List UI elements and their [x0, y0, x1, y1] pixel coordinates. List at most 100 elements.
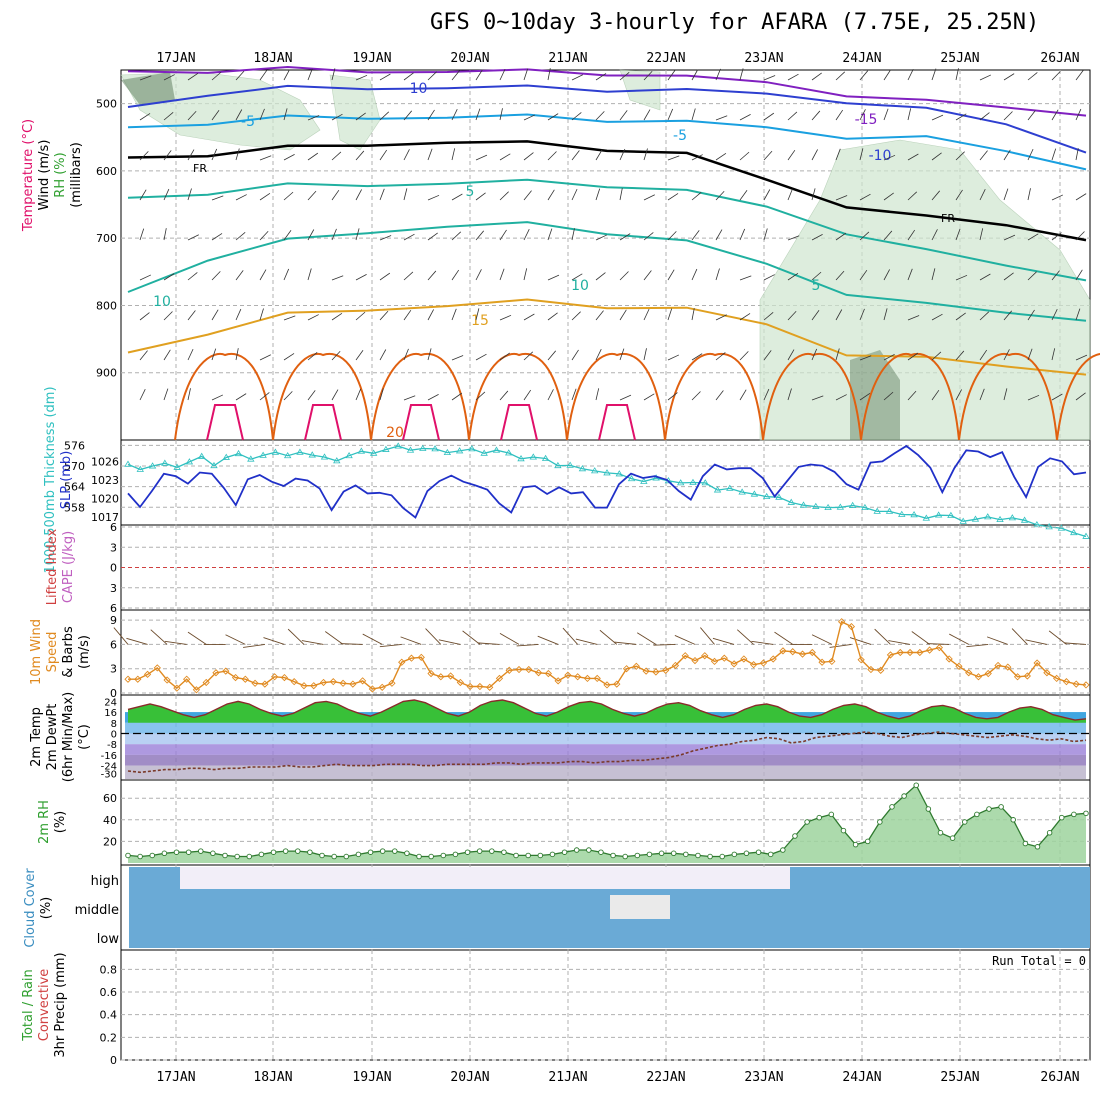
axis-label: Temperature (°C): [21, 119, 36, 232]
wind10-point: [1062, 678, 1071, 686]
wind10-point: [622, 665, 631, 673]
wind10-point: [613, 680, 621, 688]
wind-barb: [475, 69, 483, 81]
wind-barb: [811, 395, 824, 401]
wind-barb: [907, 191, 918, 201]
wind-barb: [763, 350, 772, 361]
rh-point: [513, 852, 519, 859]
thickness-point: [283, 451, 292, 459]
wind10-point: [886, 651, 895, 659]
wind-barb: [499, 108, 503, 121]
wind-barb: [763, 189, 771, 201]
axis-label: Speed: [45, 632, 60, 673]
wind-barb: [1027, 394, 1040, 401]
wind-barb: [259, 192, 271, 201]
wind-barb: [427, 309, 434, 321]
wind10-barb: [362, 633, 383, 645]
rh-point: [974, 811, 980, 818]
wind-barb: [235, 148, 240, 161]
rh-point: [501, 849, 507, 855]
rh-tick: 60: [103, 792, 117, 805]
wind-barb: [955, 68, 959, 81]
wind-barb: [643, 308, 650, 321]
rh-point: [949, 835, 956, 841]
rh-point: [780, 847, 786, 853]
wind10-barb: [287, 628, 305, 645]
wind-barb: [667, 392, 678, 401]
wind-barb: [667, 193, 679, 201]
wind10-barb: [516, 643, 539, 647]
axis-label: Cloud Cover: [23, 868, 38, 948]
wind-barb: [379, 111, 390, 121]
wind-barb: [811, 348, 818, 361]
wind10-point: [437, 673, 445, 681]
wind-barb: [475, 108, 481, 121]
wind-barb: [187, 149, 195, 161]
wind10-point: [124, 675, 132, 683]
rh-point: [1010, 817, 1016, 823]
wind10-point: [398, 658, 406, 666]
wind-barb: [1075, 308, 1081, 321]
rh-point: [246, 853, 253, 860]
wind10-point: [857, 656, 865, 664]
wind-barb: [979, 349, 988, 361]
wind10-point: [1082, 681, 1090, 689]
thickness-point: [910, 511, 918, 518]
temp-band: [125, 754, 1086, 766]
thickness-slp-panel: 558 564 570 576 1017 1020 1023 1026: [64, 439, 1090, 539]
wind10-point: [1013, 673, 1022, 681]
thickness-point: [124, 460, 132, 467]
wind10-point: [153, 664, 161, 672]
wind-barb: [235, 70, 245, 81]
rh-point: [319, 852, 325, 859]
wind10-point: [525, 665, 533, 674]
wind-barb: [1051, 393, 1063, 401]
upper-air-panel: 500 600 700 800 900 -10 -5 FR 5 10 15 20 -15 -10 -5 FR 5…: [96, 65, 1100, 441]
wind-barb: [283, 353, 295, 361]
wind10-point: [466, 682, 474, 691]
wind-barb: [331, 389, 339, 401]
wind10-barb: [811, 634, 833, 645]
wind-barb: [235, 308, 242, 321]
wind-barb: [691, 353, 703, 361]
rh-point: [670, 850, 677, 857]
wind10-point: [134, 675, 142, 683]
wind-barb: [355, 228, 360, 241]
wind-barb: [691, 154, 703, 161]
wind-barb: [979, 273, 991, 281]
wind10-point: [632, 662, 640, 670]
wind10-point: [984, 669, 992, 678]
wind10-barb: [225, 634, 246, 645]
thickness-point: [873, 507, 881, 514]
wind-barb: [523, 229, 530, 241]
wind-barb: [811, 234, 823, 241]
wind-barb: [1003, 272, 1014, 281]
isotherm-hump-hot: [500, 404, 538, 441]
wind-barb: [499, 268, 505, 281]
wind-barb: [379, 310, 389, 321]
wind10-point: [427, 669, 435, 678]
wind-barb: [643, 148, 648, 161]
wind-barb: [739, 275, 752, 281]
wind-barb: [835, 71, 846, 81]
cloud-level-middle: middle: [75, 903, 119, 918]
wind-barb: [283, 191, 294, 201]
rh-point: [489, 848, 495, 854]
wind-barb: [547, 274, 560, 281]
wind-barb: [595, 272, 606, 281]
rh-point: [816, 814, 822, 821]
wind10-point: [173, 684, 181, 692]
isotherm-hump: [272, 353, 372, 441]
thickness-point: [541, 454, 550, 461]
rh-point: [937, 830, 944, 836]
wind10-point: [183, 675, 191, 683]
wind10-point: [368, 685, 377, 693]
wind-barb: [259, 392, 270, 401]
wind-barb: [619, 348, 625, 361]
wind-barb: [787, 149, 796, 161]
wind10-barb: [927, 643, 950, 645]
wind-barb: [403, 309, 412, 321]
wind10-barb: [700, 627, 715, 645]
cloud-mid-clear: [610, 895, 670, 919]
thickness-point: [1045, 523, 1053, 530]
